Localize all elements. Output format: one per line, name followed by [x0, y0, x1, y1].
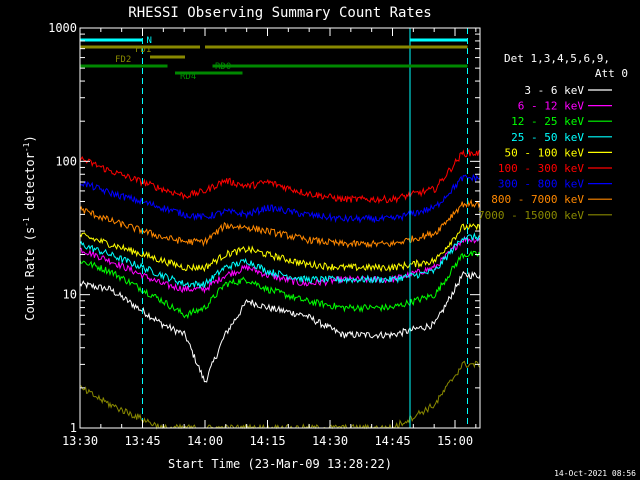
y-tick-label-1: 10: [63, 288, 77, 302]
x-tick-label-4: 14:30: [312, 434, 348, 448]
x-tick-label-0: 13:30: [62, 434, 98, 448]
legend-label-0: 3 - 6 keV: [524, 84, 584, 97]
y-axis-label: Count Rate (s-1 detector-1): [22, 135, 37, 320]
flag-label-rd4: RD4: [180, 72, 196, 82]
chart-title: RHESSI Observing Summary Count Rates: [128, 5, 431, 21]
flag-label-fd1: FD1: [135, 45, 151, 55]
legend-label-6: 300 - 800 keV: [498, 178, 584, 191]
y-tick-label-0: 1: [70, 421, 77, 435]
plot-frame: [79, 27, 481, 429]
legend-label-8: 7000 - 15000 keV: [478, 209, 584, 222]
legend-label-4: 50 - 100 keV: [505, 146, 585, 159]
legend-label-7: 800 - 7000 keV: [491, 193, 584, 206]
x-tick-label-3: 14:15: [249, 434, 285, 448]
flag-label-n: N: [147, 36, 152, 46]
x-tick-label-5: 14:45: [374, 434, 410, 448]
flag-label-fd2: FD2: [115, 55, 131, 65]
series-line-7: [79, 198, 481, 249]
series-line-4: [79, 222, 481, 273]
legend-label-5: 100 - 300 keV: [498, 162, 584, 175]
legend-header-2: Att 0: [595, 67, 628, 80]
series-line-3: [79, 232, 481, 290]
series-line-6: [79, 173, 481, 224]
legend-label-3: 25 - 50 keV: [511, 131, 584, 144]
y-tick-label-2: 100: [55, 154, 77, 168]
flag-label-rd0: RD0: [215, 62, 231, 72]
x-axis-label: Start Time (23-Mar-09 13:28:22): [168, 457, 392, 471]
timestamp: 14-Oct-2021 08:56: [554, 469, 636, 478]
series-line-1: [79, 235, 481, 294]
x-tick-label-6: 15:00: [437, 434, 473, 448]
x-tick-label-1: 13:45: [124, 434, 160, 448]
series-line-0: [79, 270, 481, 383]
series-line-8: [79, 360, 481, 430]
series-line-2: [79, 250, 481, 320]
legend-label-1: 6 - 12 keV: [518, 100, 585, 113]
series-line-5: [79, 148, 481, 205]
y-tick-label-3: 1000: [48, 21, 77, 35]
svg-text:Count Rate (s-1 detector-1): Count Rate (s-1 detector-1): [22, 135, 37, 320]
x-tick-label-2: 14:00: [187, 434, 223, 448]
legend-header-1: Det 1,3,4,5,6,9,: [504, 52, 610, 65]
legend-label-2: 12 - 25 keV: [511, 115, 584, 128]
